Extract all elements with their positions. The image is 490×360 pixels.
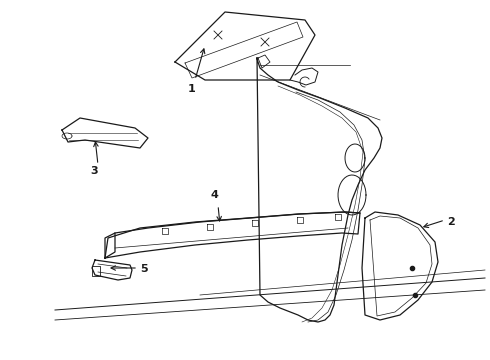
Text: 2: 2 (447, 217, 455, 227)
Text: 1: 1 (188, 84, 196, 94)
Text: 5: 5 (140, 264, 147, 274)
Text: 4: 4 (210, 190, 218, 200)
Text: 3: 3 (90, 166, 98, 176)
